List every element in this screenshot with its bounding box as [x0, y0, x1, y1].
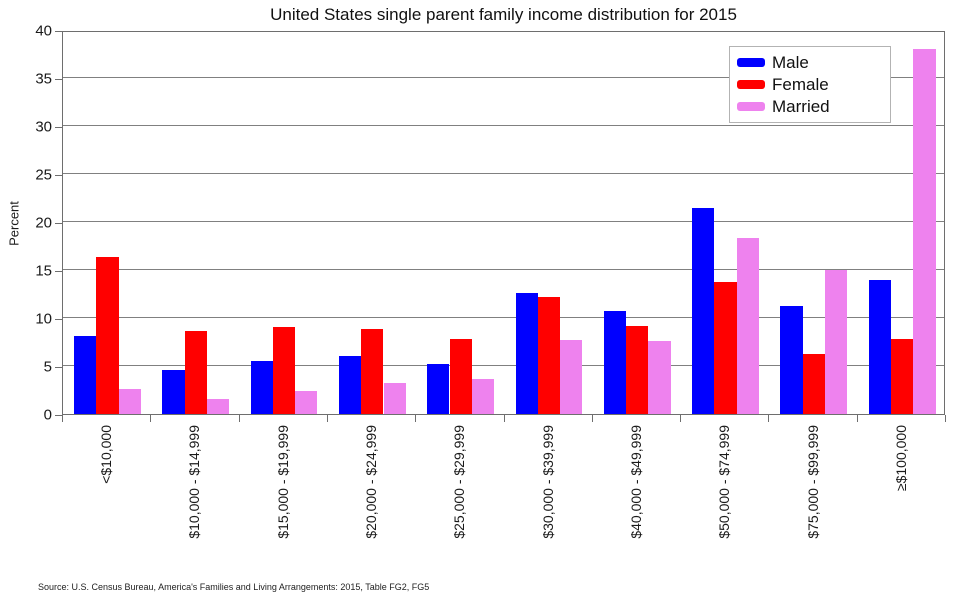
y-tick-mark	[55, 31, 62, 32]
bar-female	[272, 326, 296, 414]
gridline	[63, 269, 944, 270]
x-tick-label: $25,000 - $29,999	[451, 425, 468, 539]
gridline	[63, 365, 944, 366]
x-tick-label: $20,000 - $24,999	[363, 425, 380, 539]
y-tick-label: 10	[35, 310, 52, 328]
bar-male	[74, 336, 97, 414]
legend-swatch-female-icon	[737, 80, 765, 89]
y-tick-label: 5	[43, 358, 52, 376]
gridline	[63, 125, 944, 126]
x-tick-mark	[945, 415, 946, 422]
bar-male	[427, 364, 450, 414]
y-tick-mark	[55, 127, 62, 128]
chart-title: United States single parent family incom…	[270, 5, 737, 24]
bar-male	[338, 356, 362, 414]
x-tick-mark	[415, 415, 417, 422]
bar-married	[295, 390, 318, 414]
y-tick-mark	[55, 319, 62, 320]
bar-married	[560, 340, 583, 414]
bar-female	[714, 281, 737, 414]
legend-swatch-married-icon	[737, 102, 765, 111]
x-tick-mark	[62, 415, 63, 422]
bar-male	[515, 293, 538, 414]
bar-male	[692, 207, 715, 414]
bar-female	[96, 256, 119, 414]
gridline	[63, 317, 944, 318]
x-tick-mark	[856, 415, 858, 422]
x-tick-mark	[591, 415, 593, 422]
y-tick-mark	[55, 271, 62, 272]
x-tick-mark	[150, 415, 152, 422]
bar-female	[537, 296, 561, 414]
x-tick-label: $10,000 - $14,999	[186, 425, 203, 539]
bar-married	[383, 383, 406, 414]
bar-male	[780, 305, 803, 414]
y-tick-label: 35	[35, 70, 52, 88]
y-tick-mark	[55, 415, 62, 416]
bar-female	[891, 339, 914, 414]
bar-male	[250, 361, 273, 414]
y-tick-label: 30	[35, 118, 52, 136]
x-tick-mark	[238, 415, 240, 422]
gridline	[63, 221, 944, 222]
x-tick-label: <$10,000	[98, 425, 115, 484]
x-tick-label: $15,000 - $19,999	[274, 425, 291, 539]
source-note: Source: U.S. Census Bureau, America's Fa…	[38, 582, 430, 592]
x-tick-mark	[680, 415, 682, 422]
x-tick-label: ≥$100,000	[892, 425, 909, 492]
x-tick-label: $30,000 - $39,999	[539, 425, 556, 539]
gridline	[63, 173, 944, 174]
gridline	[63, 77, 944, 78]
y-tick-label: 0	[43, 406, 52, 424]
x-tick-mark	[326, 415, 328, 422]
legend-item-male: Male	[737, 52, 883, 73]
legend-swatch-male-icon	[737, 58, 765, 67]
legend: Male Female Married	[729, 46, 891, 123]
bar-female	[361, 328, 384, 414]
y-tick-mark	[55, 223, 62, 224]
bar-female	[626, 325, 649, 414]
legend-label-male: Male	[772, 52, 809, 72]
y-tick-mark	[55, 175, 62, 176]
bar-female	[184, 331, 207, 414]
bar-male	[162, 369, 185, 414]
legend-item-married: Married	[737, 96, 883, 117]
y-tick-label: 25	[35, 166, 52, 184]
bar-married	[206, 398, 230, 414]
y-tick-label: 40	[35, 22, 52, 40]
x-tick-label: $50,000 - $74,999	[716, 425, 733, 539]
y-tick-label: 15	[35, 262, 52, 280]
x-tick-label: $40,000 - $49,999	[627, 425, 644, 539]
legend-label-married: Married	[772, 96, 830, 116]
bar-married	[913, 49, 936, 414]
legend-item-female: Female	[737, 74, 883, 95]
x-tick-mark	[503, 415, 505, 422]
y-tick-mark	[55, 79, 62, 80]
bar-married	[648, 341, 671, 414]
y-tick-mark	[55, 367, 62, 368]
y-tick-label: 20	[35, 214, 52, 232]
bar-male	[868, 279, 891, 414]
bar-married	[825, 270, 848, 414]
bar-married	[471, 379, 495, 414]
bar-married	[736, 238, 759, 414]
bar-female	[449, 339, 472, 414]
plot-area: Male Female Married	[62, 31, 945, 415]
legend-label-female: Female	[772, 74, 829, 94]
x-tick-mark	[768, 415, 770, 422]
bar-female	[802, 354, 825, 414]
x-tick-label: $75,000 - $99,999	[804, 425, 821, 539]
bar-married	[118, 389, 141, 414]
bar-male	[603, 311, 627, 414]
